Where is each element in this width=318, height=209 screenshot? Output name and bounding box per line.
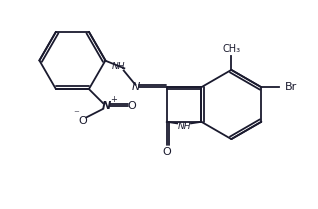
Text: N: N [102,101,111,111]
Text: ⁻: ⁻ [73,109,79,119]
Text: O: O [127,101,136,111]
Text: O: O [78,116,87,126]
Text: N: N [132,82,140,92]
Text: CH₃: CH₃ [222,44,240,54]
Text: +: + [110,95,117,104]
Text: NH: NH [177,122,191,131]
Text: Br: Br [285,82,297,92]
Text: O: O [162,147,171,157]
Text: NH: NH [111,62,125,71]
